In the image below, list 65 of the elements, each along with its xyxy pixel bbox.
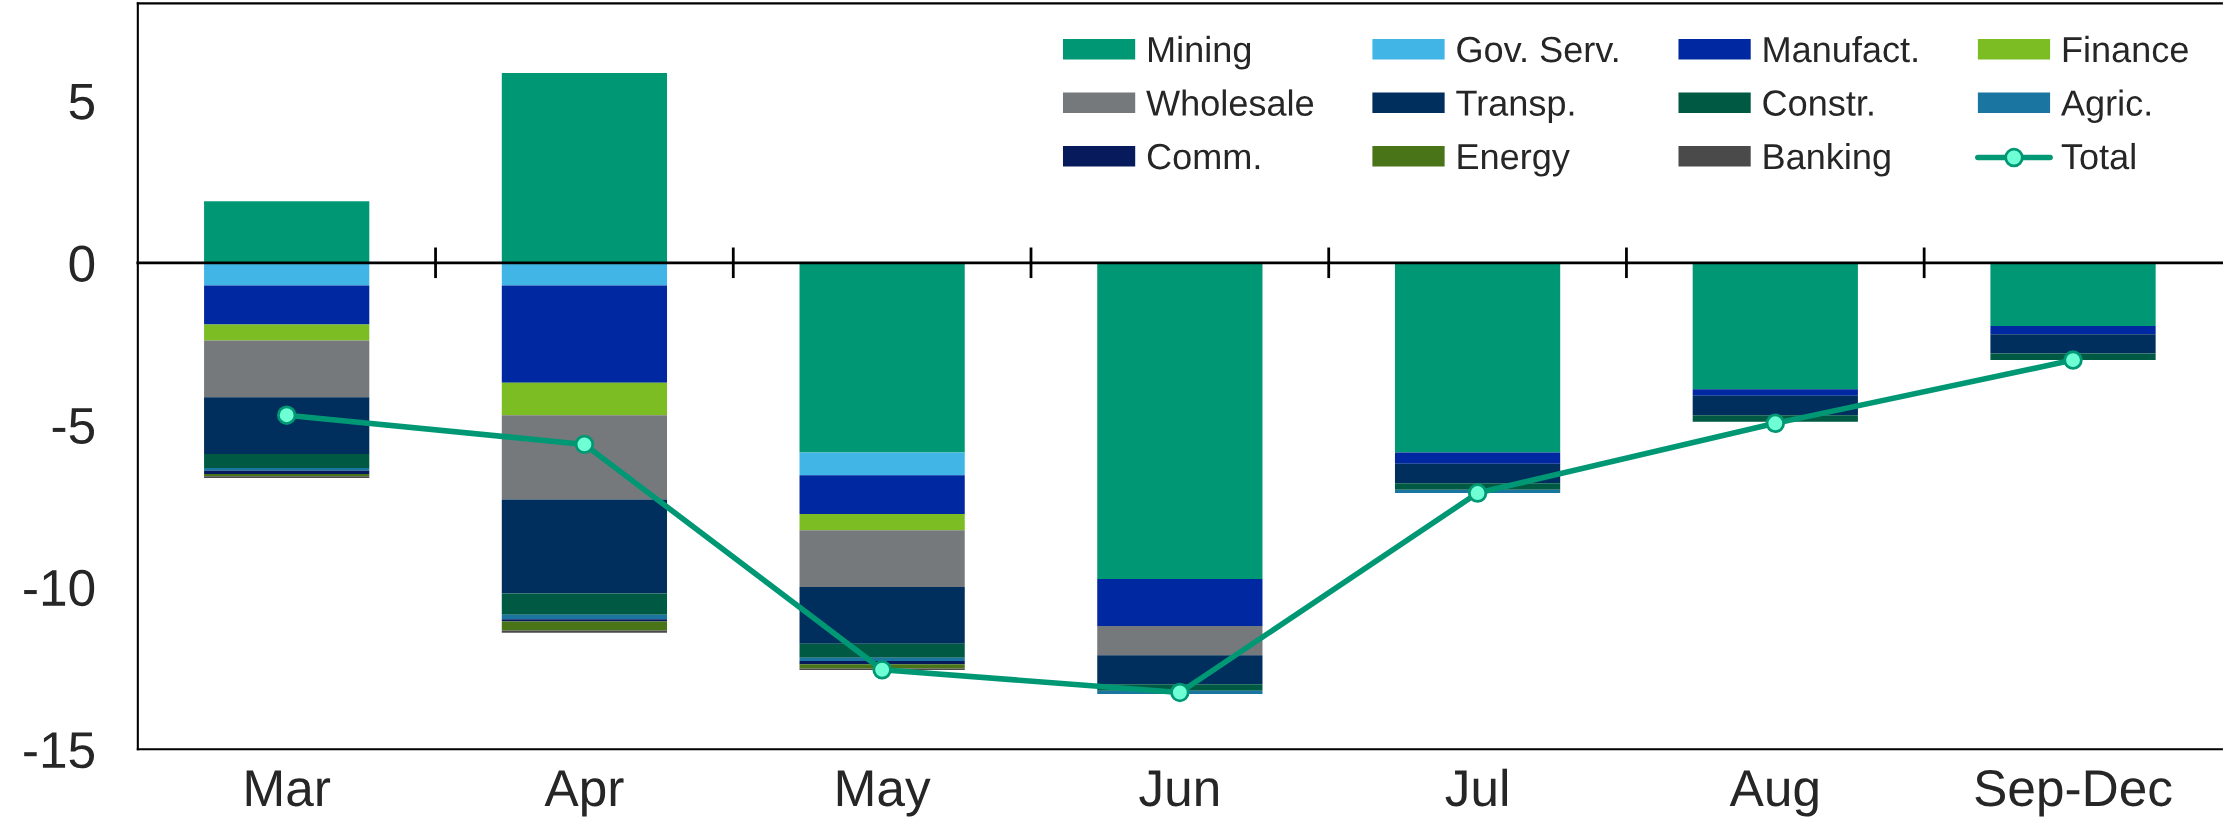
legend-label: Constr. (1763, 90, 1873, 116)
bar (799, 262, 965, 453)
point (1467, 483, 1488, 503)
bar (501, 73, 668, 263)
y-tick-label: -10 (24, 569, 95, 607)
bar (204, 285, 370, 325)
bar (501, 262, 668, 286)
bar (1097, 655, 1263, 685)
bar (1394, 452, 1561, 464)
point (872, 660, 892, 680)
bar (1990, 262, 2156, 327)
x-tick-label: Aug (1729, 770, 1818, 817)
x-tick-label: Jul (1445, 768, 1507, 807)
bar (1692, 389, 1858, 396)
bar (204, 340, 370, 398)
bar (1097, 626, 1263, 656)
bar (204, 397, 370, 455)
bar (501, 499, 668, 594)
legend-label: Manufact. (1764, 35, 1917, 63)
point (574, 434, 595, 455)
legend-label: Transp. (1456, 90, 1574, 124)
bar (501, 593, 668, 615)
y-tick-label: -15 (24, 732, 95, 769)
y-tick-label: 5 (69, 83, 95, 120)
point (1765, 413, 1786, 434)
bar (1990, 326, 2156, 335)
bar (501, 382, 668, 416)
legend-label: Agric. (2061, 89, 2150, 124)
bar (1990, 334, 2156, 354)
bar (501, 415, 668, 500)
bar (501, 285, 668, 383)
y-tick-label: 0 (69, 245, 95, 282)
bar (799, 475, 965, 515)
legend-label: Banking (1764, 142, 1890, 177)
x-tick-label: Apr (544, 770, 624, 817)
bar (204, 454, 370, 469)
x-tick-label: Jun (1139, 770, 1218, 807)
legend-label: Energy (1458, 144, 1570, 177)
bar (204, 262, 370, 286)
bar (204, 324, 370, 341)
bar (799, 643, 965, 658)
legend-label: Wholesale (1146, 89, 1314, 116)
bar (799, 530, 965, 588)
bar (799, 514, 965, 531)
y-tick-label: -5 (52, 408, 95, 445)
bar (1097, 262, 1263, 579)
bar (1394, 463, 1561, 484)
bar (1692, 262, 1858, 390)
legend-label: Comm. (1147, 143, 1260, 170)
bar (1394, 262, 1561, 453)
point (2063, 350, 2083, 370)
bar (1097, 578, 1263, 626)
x-tick-label: Mar (246, 770, 331, 807)
x-tick-label: Sep-Dec (1975, 770, 2172, 817)
bar (799, 587, 965, 644)
x-tick-label: May (837, 770, 931, 817)
legend-label: Total (2061, 142, 2135, 170)
legend-label: Finance (2063, 35, 2188, 63)
bar (501, 621, 668, 631)
point (1170, 682, 1190, 703)
bar (799, 452, 965, 476)
legend-label: Gov. Serv. (1457, 36, 1618, 63)
point (276, 405, 297, 425)
bar (204, 201, 370, 263)
legend-label: Mining (1149, 35, 1251, 70)
